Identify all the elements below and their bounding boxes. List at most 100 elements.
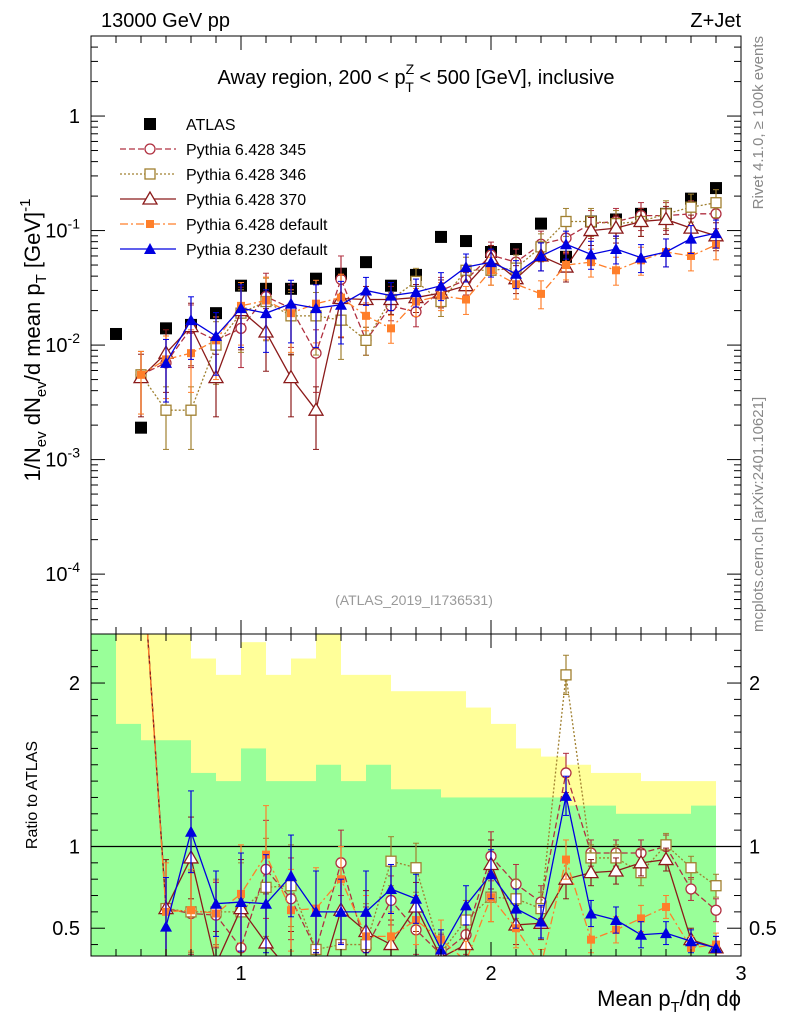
marker-pdef <box>612 266 620 275</box>
ratio-marker-p346 <box>410 862 422 874</box>
ratio-band-inner <box>616 813 641 956</box>
ratio-marker-p8 <box>685 935 697 947</box>
y-axis-label-ratio: Ratio to ATLAS <box>24 741 41 849</box>
ratio-marker-p8 <box>160 920 172 932</box>
marker-p8 <box>710 227 722 239</box>
legend-label-p370: Pythia 6.428 370 <box>186 192 306 209</box>
x-tick-label: 1 <box>235 963 246 985</box>
marker-p8 <box>360 284 372 296</box>
ratio-marker-p8 <box>560 789 572 801</box>
ratio-marker-p8 <box>335 905 347 917</box>
mcplots-label: mcplots.cern.ch [arXiv:2401.10621] <box>750 397 767 632</box>
marker-pdef <box>537 289 545 298</box>
legend-item-p8: Pythia 8.230 default <box>120 242 328 259</box>
y-tick-label-main: 10-4 <box>45 559 80 586</box>
legend-label-p8: Pythia 8.230 default <box>186 242 328 259</box>
marker-p8 <box>685 232 697 244</box>
marker-p346 <box>710 197 722 209</box>
marker-p346 <box>685 201 697 213</box>
ratio-marker-p8 <box>310 905 322 917</box>
ratio-marker-p8 <box>535 915 547 927</box>
ratio-marker-pdef <box>137 532 145 540</box>
y-tick-label-main: 10-2 <box>45 330 80 357</box>
marker-p8 <box>410 286 422 298</box>
ratio-marker-p8 <box>635 928 647 940</box>
marker-atlas <box>535 217 547 230</box>
ratio-marker-pdef <box>537 962 545 970</box>
ratio-marker-p8 <box>285 869 297 881</box>
marker-p8 <box>285 297 297 309</box>
ratio-marker-p370 <box>284 965 298 977</box>
y-tick-label-ratio-right: 2 <box>749 673 760 695</box>
marker-p8 <box>635 251 647 263</box>
ratio-band-inner <box>116 723 141 956</box>
legend-marker-p345 <box>144 143 156 155</box>
marker-atlas <box>460 235 472 248</box>
y-tick-label-main: 1 <box>69 106 80 128</box>
ratio-marker-p346 <box>560 669 572 681</box>
ratio-marker-p8 <box>185 825 197 837</box>
ratio-marker-pdef <box>387 932 395 941</box>
y-tick-label-main: 10-3 <box>45 445 80 472</box>
header-right: Z+Jet <box>690 10 741 32</box>
ratio-band-inner <box>291 781 316 956</box>
ratio-band-inner <box>666 813 691 956</box>
ratio-marker-p8 <box>585 907 597 919</box>
marker-pdef <box>387 324 395 333</box>
ratio-marker-p345 <box>685 883 697 895</box>
marker-pdef <box>362 311 370 320</box>
analysis-id: (ATLAS_2019_I1736531) <box>335 592 493 608</box>
header-left: 13000 GeV pp <box>101 10 230 32</box>
ratio-marker-p346 <box>710 880 722 892</box>
ratio-band-inner <box>641 813 666 956</box>
marker-p8 <box>610 243 622 255</box>
marker-p8 <box>460 261 472 273</box>
marker-p346 <box>160 404 172 416</box>
marker-p370 <box>607 219 625 234</box>
ratio-marker-p8 <box>385 882 397 894</box>
main-panel-data <box>110 182 725 450</box>
ratio-marker-p8 <box>435 943 447 955</box>
legend-item-p346: Pythia 6.428 346 <box>120 167 306 184</box>
marker-atlas <box>135 421 147 434</box>
ratio-marker-pdef <box>462 957 470 965</box>
legend-marker-pdef <box>146 220 154 228</box>
ratio-marker-p345 <box>710 904 722 916</box>
ratio-marker-pdef <box>637 914 645 923</box>
ratio-marker-p370 <box>607 862 625 877</box>
ratio-bands <box>91 634 741 956</box>
marker-p346 <box>360 334 372 346</box>
marker-p8 <box>335 298 347 310</box>
ratio-band-inner <box>516 797 541 956</box>
ratio-marker-pdef <box>187 906 195 915</box>
marker-atlas <box>160 322 172 335</box>
y-tick-label-main: 10-1 <box>45 216 80 243</box>
ratio-panel-data <box>136 531 725 999</box>
ratio-marker-p370 <box>582 864 600 879</box>
legend-item-pdef: Pythia 6.428 default <box>120 217 328 234</box>
ratio-marker-p370 <box>309 987 323 999</box>
ratio-marker-pdef <box>587 935 595 944</box>
marker-p370 <box>632 213 650 228</box>
legend-label-atlas: ATLAS <box>186 117 236 134</box>
rivet-version-label: Rivet 4.1.0, ≥ 100k events <box>750 36 767 209</box>
ratio-marker-p8 <box>360 905 372 917</box>
legend-label-p346: Pythia 6.428 346 <box>186 167 306 184</box>
marker-p8 <box>510 267 522 279</box>
ratio-marker-p346 <box>685 862 697 874</box>
marker-p8 <box>260 307 272 319</box>
ratio-band-inner <box>341 781 366 956</box>
legend-marker-p370 <box>141 190 159 205</box>
ratio-marker-p346 <box>136 531 146 541</box>
series-p8 <box>160 219 722 403</box>
ratio-line-p345 <box>146 634 717 956</box>
y-tick-label-ratio-right: 0.5 <box>749 918 777 940</box>
marker-atlas <box>710 182 722 195</box>
ratio-marker-p8 <box>260 897 272 909</box>
series-pdef <box>137 231 720 415</box>
legend-marker-p8 <box>144 243 156 254</box>
marker-p346 <box>185 404 197 416</box>
marker-p8 <box>660 245 672 257</box>
marker-pdef <box>562 261 570 270</box>
